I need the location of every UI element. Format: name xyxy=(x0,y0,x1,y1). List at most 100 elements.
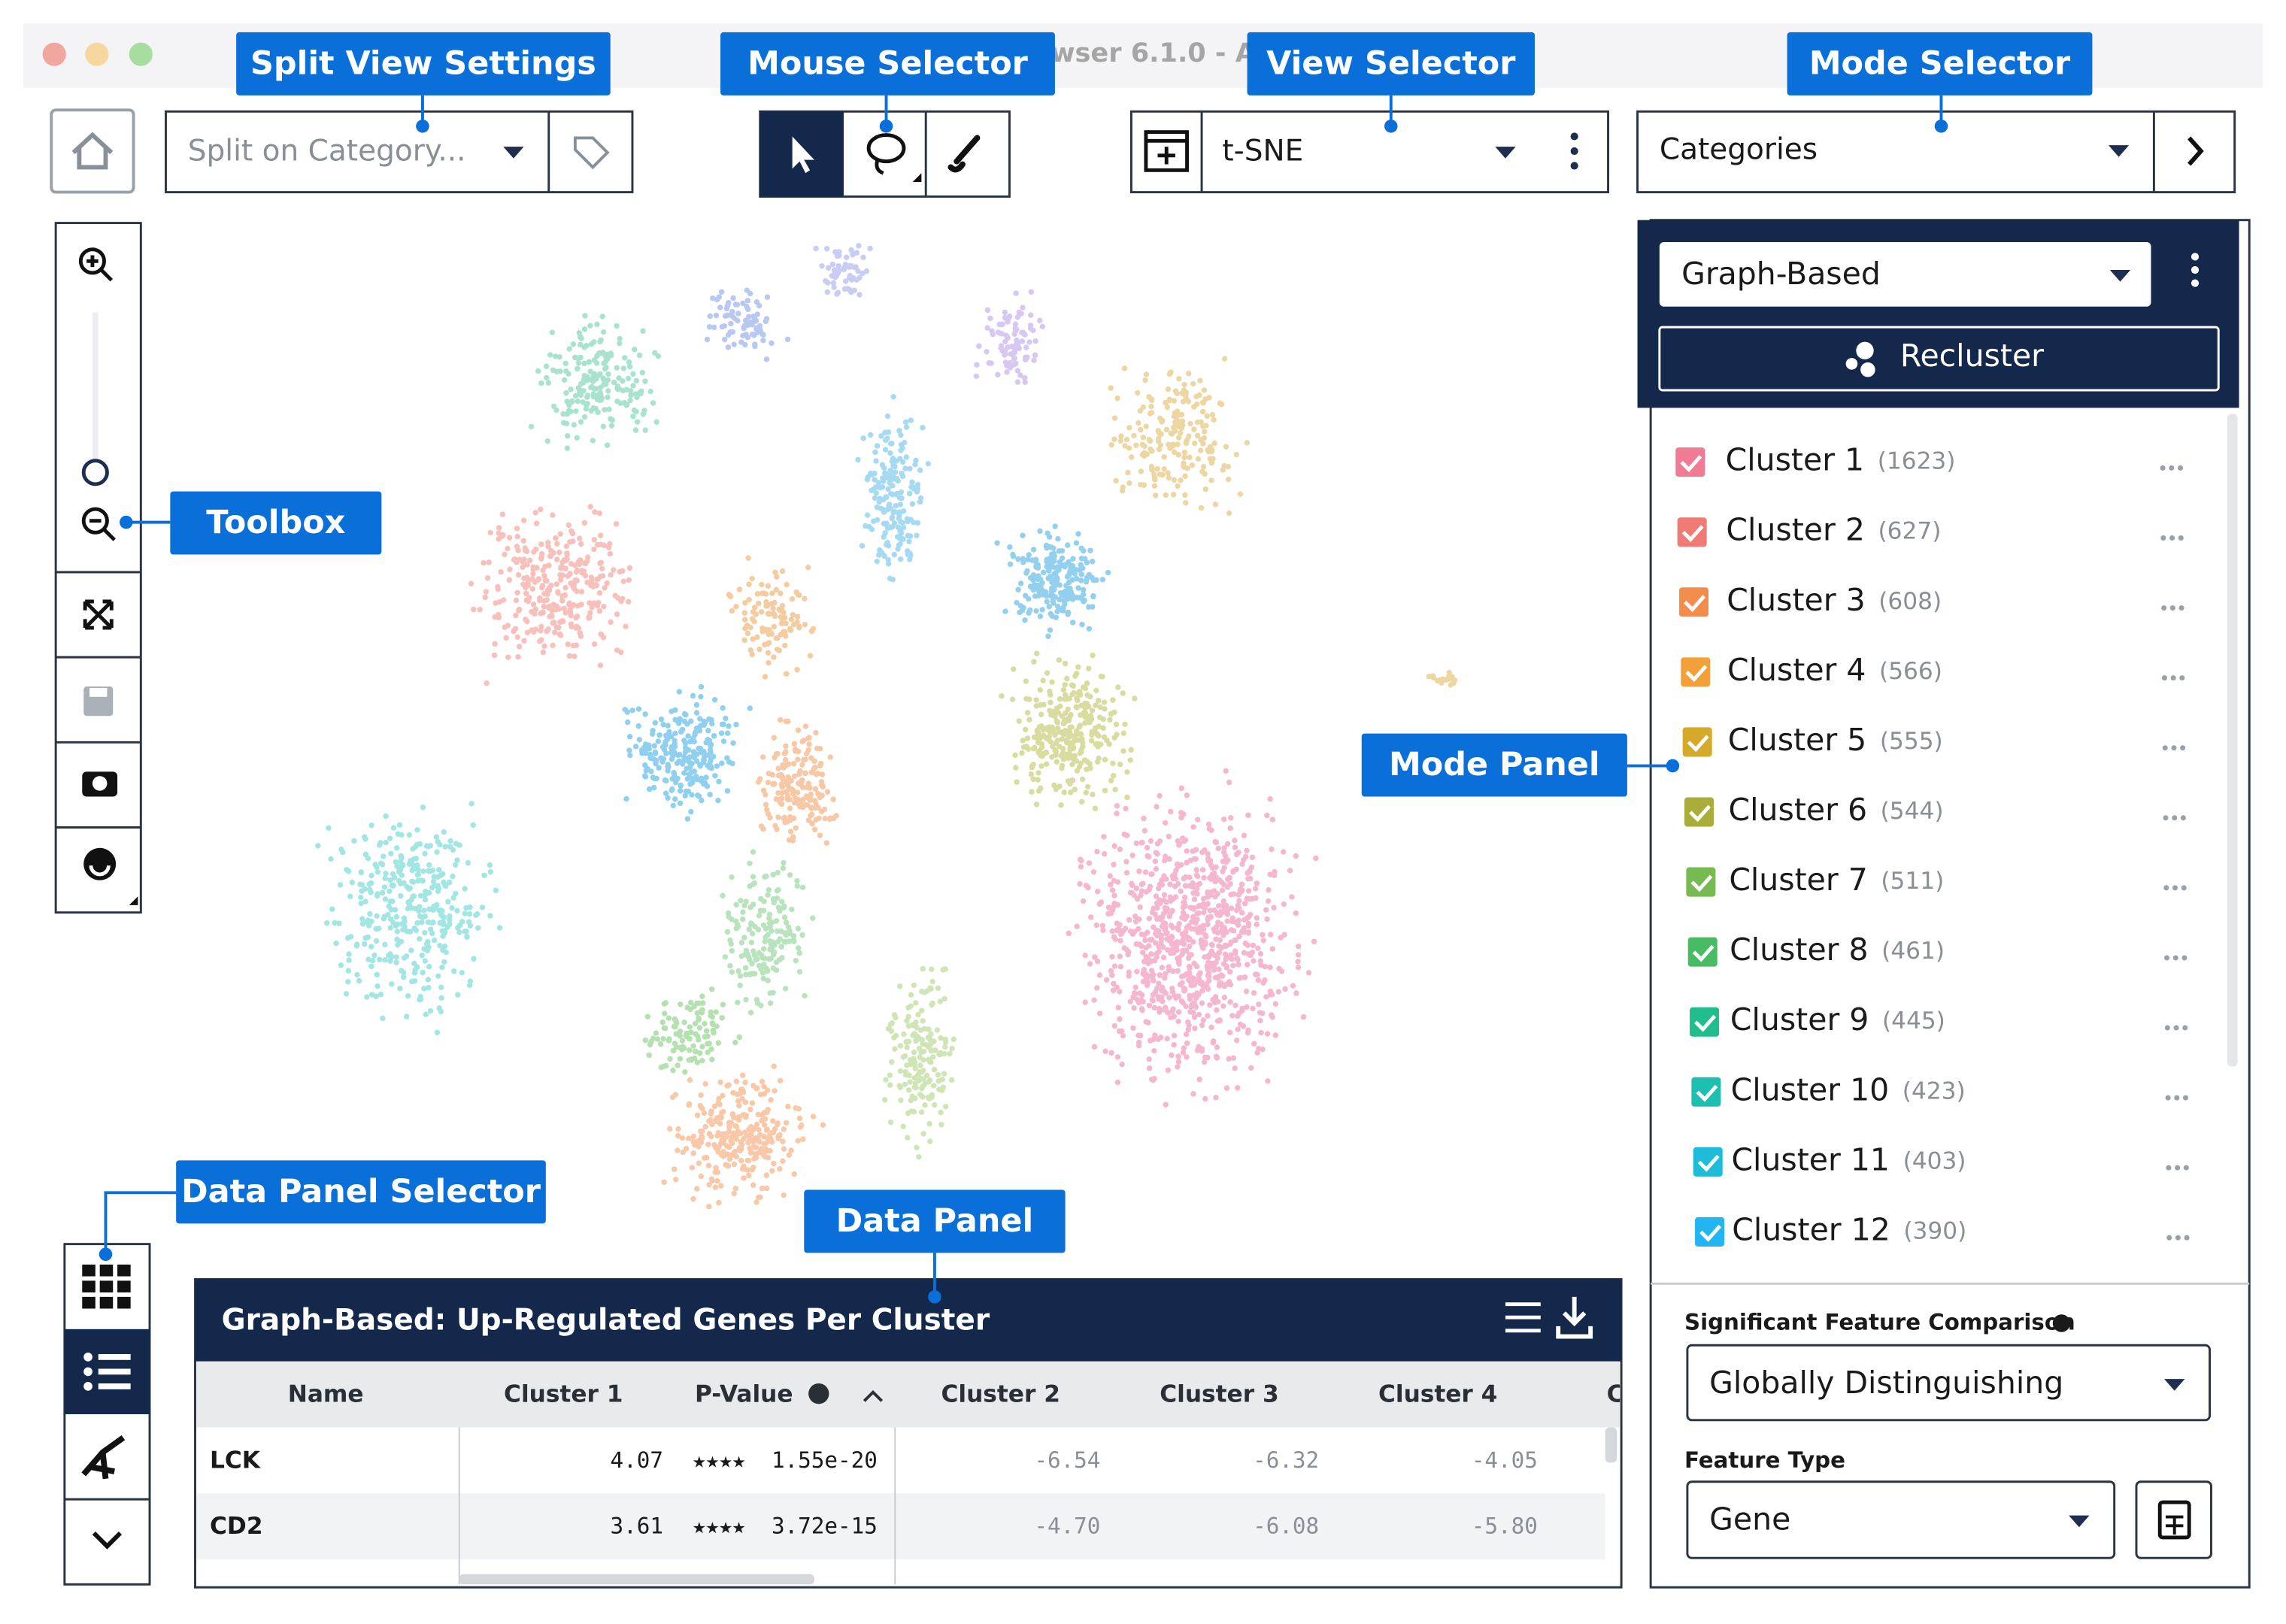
table-settings-button[interactable] xyxy=(1505,1302,1541,1333)
cluster-menu[interactable] xyxy=(2161,675,2185,681)
help-icon[interactable] xyxy=(808,1383,829,1404)
cluster-menu[interactable] xyxy=(2166,1235,2190,1241)
cluster-checkbox[interactable] xyxy=(1678,587,1708,617)
cell-point xyxy=(808,813,814,819)
cell-point xyxy=(1038,753,1044,759)
cluster-menu[interactable] xyxy=(2164,955,2187,961)
cell-point xyxy=(672,780,679,786)
column-header[interactable]: Cluster 2 xyxy=(941,1381,1060,1408)
cell-point xyxy=(781,1192,787,1198)
cluster-checkbox[interactable] xyxy=(1686,867,1716,897)
cluster-menu[interactable] xyxy=(2163,815,2186,821)
minimize-button[interactable] xyxy=(85,42,109,66)
help-icon[interactable] xyxy=(2052,1314,2071,1332)
view-selector[interactable] xyxy=(1129,110,1609,194)
cluster-checkbox[interactable] xyxy=(1695,1216,1725,1247)
cell-point xyxy=(340,849,346,856)
table-scrollbar[interactable] xyxy=(1605,1427,1617,1463)
cell-point xyxy=(1083,789,1089,795)
column-header[interactable]: Cluster 3 xyxy=(1160,1381,1278,1408)
home-button[interactable] xyxy=(50,108,135,194)
cluster-menu[interactable] xyxy=(2163,885,2187,891)
calculator-icon xyxy=(2157,1500,2191,1540)
brush-tool[interactable] xyxy=(947,135,981,173)
cluster-checkbox[interactable] xyxy=(1691,1077,1721,1107)
comparison-dropdown[interactable] xyxy=(1686,1344,2211,1422)
table-cell: -4.70 xyxy=(1034,1513,1100,1539)
close-button[interactable] xyxy=(42,42,66,66)
zoom-slider-thumb[interactable] xyxy=(81,459,109,486)
recluster-button[interactable] xyxy=(1658,326,2220,392)
cell-point xyxy=(1235,962,1242,968)
cluster-checkbox[interactable] xyxy=(1684,797,1714,827)
cluster-checkbox[interactable] xyxy=(1677,517,1707,547)
fit-button[interactable] xyxy=(83,599,114,630)
cell-point xyxy=(741,935,747,941)
cell-point xyxy=(1033,801,1040,807)
cell-point xyxy=(1090,652,1096,659)
more-button[interactable] xyxy=(92,1531,123,1550)
collapse-button[interactable] xyxy=(2187,136,2204,166)
column-header[interactable]: C xyxy=(1607,1381,1624,1408)
split-view-dropdown[interactable] xyxy=(165,110,634,194)
cluster-menu[interactable] xyxy=(2162,745,2186,751)
cell-point xyxy=(781,1146,787,1152)
cell-point xyxy=(1035,576,1041,583)
cluster-checkbox[interactable] xyxy=(1693,1147,1723,1177)
cell-point xyxy=(762,874,768,880)
cluster-checkbox[interactable] xyxy=(1690,1007,1720,1037)
cell-point xyxy=(347,893,353,899)
column-header[interactable]: Name xyxy=(288,1381,364,1408)
column-header[interactable]: Cluster 4 xyxy=(1378,1381,1497,1408)
cell-point xyxy=(1230,1055,1237,1061)
method-menu[interactable] xyxy=(2190,253,2200,287)
cluster-menu[interactable] xyxy=(2160,465,2184,471)
cell-point xyxy=(1293,990,1299,996)
cell-point xyxy=(1202,847,1208,853)
scrollbar[interactable] xyxy=(2227,414,2238,1067)
cell-point xyxy=(465,919,472,925)
cell-point xyxy=(1183,500,1189,506)
cluster-checkbox[interactable] xyxy=(1682,727,1712,757)
cell-point xyxy=(929,966,935,972)
sort-icon[interactable] xyxy=(863,1389,884,1402)
tag-button[interactable] xyxy=(573,136,610,170)
cell-point xyxy=(1045,633,1051,639)
cluster-menu[interactable] xyxy=(2164,1025,2188,1031)
cell-point xyxy=(762,1122,768,1128)
cell-point xyxy=(882,429,888,435)
lasso-icon xyxy=(875,159,884,175)
cell-point xyxy=(741,325,747,332)
add-view-icon[interactable] xyxy=(1144,130,1189,172)
method-dropdown[interactable] xyxy=(1659,241,2151,307)
cell-point xyxy=(1065,611,1071,617)
cell-point xyxy=(1101,850,1108,857)
zoom-in[interactable] xyxy=(78,247,106,275)
cell-point xyxy=(908,992,914,998)
download-button[interactable] xyxy=(1556,1296,1593,1339)
cell-point xyxy=(1043,750,1050,756)
cell-point xyxy=(830,280,836,286)
zoom-button[interactable] xyxy=(129,42,153,66)
cluster-label: Cluster 2 (627) xyxy=(1726,512,1941,548)
cluster-menu[interactable] xyxy=(2161,605,2184,611)
violin-view-button[interactable] xyxy=(81,1435,126,1480)
table-hscrollbar[interactable] xyxy=(459,1574,814,1585)
tsne-plot[interactable] xyxy=(315,243,1458,1210)
cluster-checkbox[interactable] xyxy=(1687,937,1718,967)
cluster-checkbox[interactable] xyxy=(1681,657,1711,687)
lasso-tool[interactable] xyxy=(866,133,906,164)
cell-point xyxy=(756,1149,763,1156)
cluster-menu[interactable] xyxy=(2160,535,2184,541)
zoom-out[interactable] xyxy=(81,507,109,535)
cell-point xyxy=(566,653,573,659)
feature-type-dropdown[interactable] xyxy=(1686,1480,2116,1559)
view-menu[interactable] xyxy=(1570,132,1578,170)
cluster-checkbox[interactable] xyxy=(1675,447,1705,477)
column-header[interactable]: Cluster 1 xyxy=(504,1381,623,1408)
cluster-menu[interactable] xyxy=(2166,1165,2189,1171)
cluster-menu[interactable] xyxy=(2165,1095,2189,1101)
column-header[interactable]: P-Value xyxy=(695,1381,793,1408)
cell-point xyxy=(872,449,878,456)
grid-view-button[interactable] xyxy=(82,1264,131,1309)
